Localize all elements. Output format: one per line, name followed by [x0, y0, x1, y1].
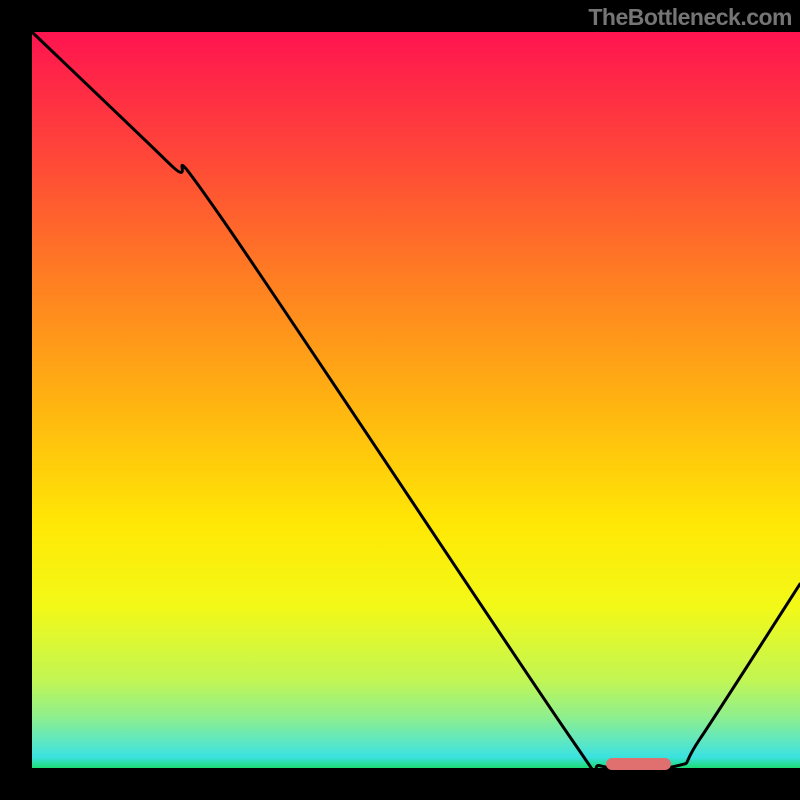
optimal-marker: [606, 758, 671, 770]
chart-container: { "watermark": { "text": "TheBottleneck.…: [0, 0, 800, 800]
gradient-background: [32, 32, 800, 768]
plot-area: [32, 32, 800, 768]
watermark-text: TheBottleneck.com: [588, 4, 792, 31]
